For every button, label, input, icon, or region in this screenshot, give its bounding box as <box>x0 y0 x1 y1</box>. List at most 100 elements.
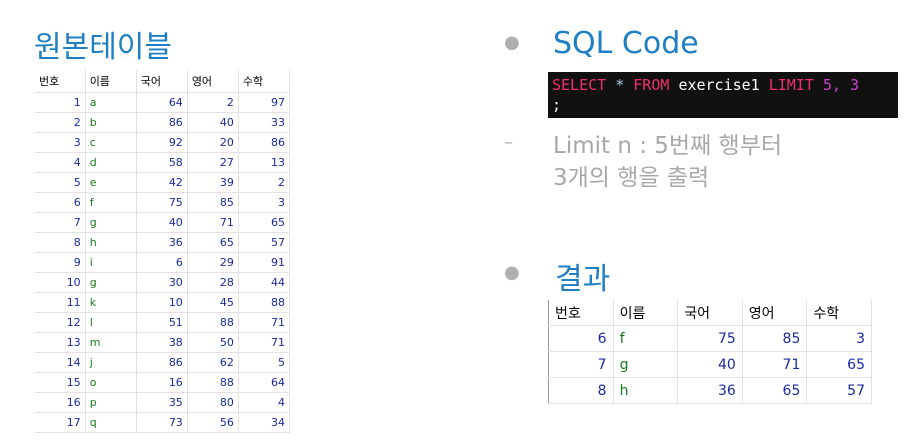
cell: 97 <box>238 92 291 113</box>
row: 1 a 64 2 97 <box>35 92 291 113</box>
cell: 65 <box>806 351 872 378</box>
cell: d <box>85 152 137 173</box>
cell: 10 <box>35 272 86 293</box>
cell: 17 <box>35 412 86 433</box>
cell: 2 <box>187 92 239 113</box>
cell: 65 <box>238 212 291 233</box>
code-token: FROM <box>633 76 670 94</box>
cell: 20 <box>187 132 239 153</box>
cell: 80 <box>187 392 239 413</box>
cell: 6 <box>548 325 614 352</box>
cell: 2 <box>238 172 291 193</box>
cell: e <box>85 172 137 193</box>
cell: 40 <box>136 212 188 233</box>
row: 15 o 16 88 64 <box>35 372 291 393</box>
cell: 91 <box>238 252 291 273</box>
cell: 40 <box>677 351 743 378</box>
cell: 9 <box>35 252 86 273</box>
cell: 10 <box>136 292 188 313</box>
cell: 85 <box>742 325 808 352</box>
note-line: 3개의 행을 출력 <box>553 165 710 191</box>
header-cell: 영어 <box>187 70 239 93</box>
row: 13 m 38 50 71 <box>35 332 291 353</box>
cell: 51 <box>136 312 188 333</box>
header-cell: 영어 <box>742 300 808 326</box>
cell: 44 <box>238 272 291 293</box>
cell: 71 <box>187 212 239 233</box>
row: 14 j 86 62 5 <box>35 352 291 373</box>
cell: b <box>85 112 137 133</box>
cell: 64 <box>136 92 188 113</box>
cell: g <box>613 351 679 378</box>
row: 8 h 36 65 57 <box>35 232 291 253</box>
cell: a <box>85 92 137 113</box>
result-heading: 결과 <box>555 262 611 297</box>
cell: g <box>85 272 137 293</box>
cell: o <box>85 372 137 393</box>
cell: 6 <box>35 192 86 213</box>
cell: l <box>85 312 137 333</box>
cell: 40 <box>187 112 239 133</box>
cell: 35 <box>136 392 188 413</box>
cell: 2 <box>35 112 86 133</box>
cell: f <box>85 192 137 213</box>
cell: 71 <box>238 332 291 353</box>
sql-heading: SQL Code <box>553 26 699 61</box>
cell: 8 <box>548 377 614 404</box>
code-line: SELECT * FROM exercise1 LIMIT 5, 3 <box>552 75 894 95</box>
cell: p <box>85 392 137 413</box>
code-token: LIMIT <box>768 76 814 94</box>
cell: 11 <box>35 292 86 313</box>
cell: 4 <box>35 152 86 173</box>
cell: 36 <box>677 377 743 404</box>
header-row: 번호 이름 국어 영어 수학 <box>35 70 291 93</box>
row: 2 b 86 40 33 <box>35 112 291 133</box>
header-cell: 국어 <box>136 70 188 93</box>
cell: 86 <box>136 112 188 133</box>
cell: 42 <box>136 172 188 193</box>
cell: 38 <box>136 332 188 353</box>
cell: 30 <box>136 272 188 293</box>
header-cell: 이름 <box>613 300 679 326</box>
row: 6 f 75 85 3 <box>35 192 291 213</box>
row: 8 h 36 65 57 <box>548 377 872 404</box>
code-block: SELECT * FROM exercise1 LIMIT 5, 3; <box>548 72 898 118</box>
cell: 33 <box>238 112 291 133</box>
cell: 92 <box>136 132 188 153</box>
cell: 45 <box>187 292 239 313</box>
row: 16 p 35 80 4 <box>35 392 291 413</box>
row: 7 g 40 71 65 <box>548 351 872 378</box>
cell: 7 <box>548 351 614 378</box>
header-cell: 수학 <box>806 300 872 326</box>
cell: 50 <box>187 332 239 353</box>
cell: 62 <box>187 352 239 373</box>
cell: 6 <box>136 252 188 273</box>
cell: i <box>85 252 137 273</box>
code-token: SELECT <box>552 76 607 94</box>
row: 9 i 6 29 91 <box>35 252 291 273</box>
bullet: ● <box>504 262 520 283</box>
code-token: ; <box>552 96 562 114</box>
cell: h <box>85 232 137 253</box>
cell: 27 <box>187 152 239 173</box>
bullet: ● <box>504 32 520 53</box>
code-token: * <box>615 76 625 94</box>
cell: 5 <box>35 172 86 193</box>
row: 12 l 51 88 71 <box>35 312 291 333</box>
note-line: Limit n : 5번째 행부터 <box>553 133 783 159</box>
cell: 7 <box>35 212 86 233</box>
cell: 58 <box>136 152 188 173</box>
cell: 29 <box>187 252 239 273</box>
cell: j <box>85 352 137 373</box>
cell: 39 <box>187 172 239 193</box>
cell: 64 <box>238 372 291 393</box>
code-token: 5, <box>822 76 841 94</box>
code-token: exercise1 <box>678 76 760 94</box>
header-row: 번호 이름 국어 영어 수학 <box>548 300 872 326</box>
cell: c <box>85 132 137 153</box>
cell: 88 <box>187 312 239 333</box>
cell: 12 <box>35 312 86 333</box>
note: Limit n : 5번째 행부터 3개의 행을 출력 <box>553 130 782 194</box>
cell: 75 <box>136 192 188 213</box>
